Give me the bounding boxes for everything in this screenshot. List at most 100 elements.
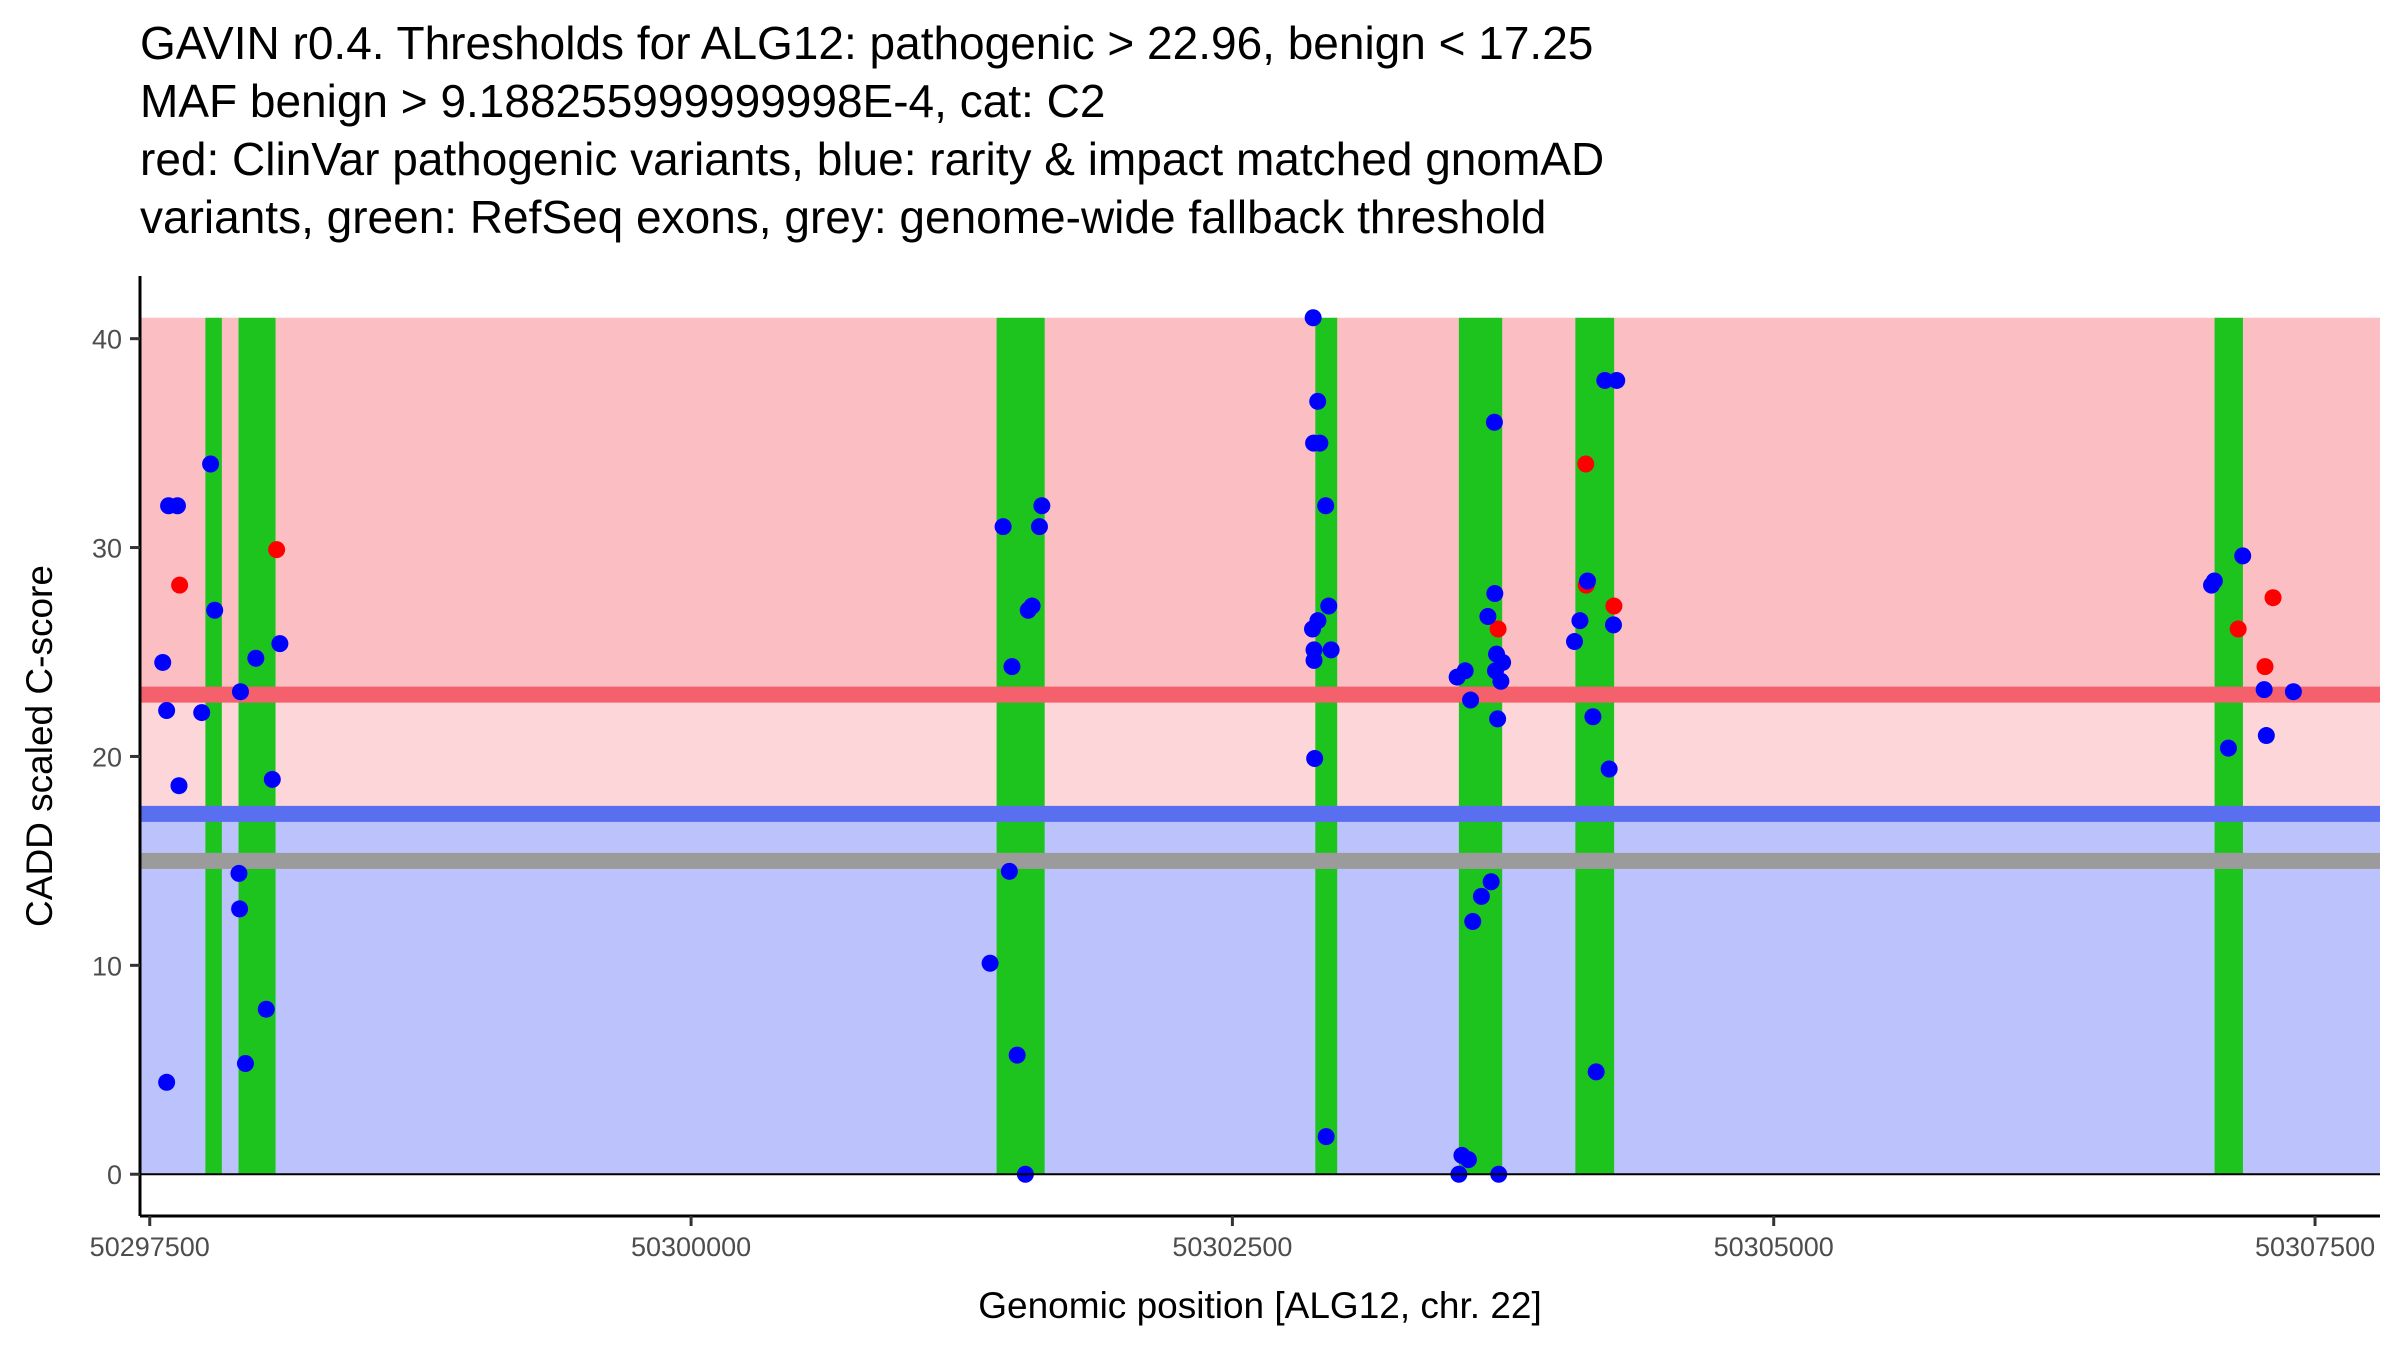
x-tick-label: 50297500 — [90, 1232, 210, 1262]
gnomad-variant-point — [2205, 572, 2223, 590]
clinvar-variant-point — [171, 576, 189, 594]
y-tick-label: 40 — [92, 325, 122, 355]
threshold-lines — [140, 686, 2380, 869]
gnomad-variant-point — [263, 770, 281, 788]
gnomad-variant-point — [1320, 597, 1338, 615]
gnomad-variant-point — [1304, 309, 1322, 327]
gnomad-variant-point — [202, 455, 220, 473]
gnomad-variant-point — [1317, 497, 1335, 515]
gnomad-variant-point — [1030, 518, 1048, 536]
gnomad-variant-point — [1033, 497, 1051, 515]
clinvar-variant-point — [1577, 455, 1595, 473]
gnomad-variant-point — [1579, 572, 1597, 590]
gnomad-variant-point — [1462, 691, 1480, 709]
y-axis-ticks: 0 10 20 30 40 — [92, 325, 140, 1190]
title-line-1: GAVIN r0.4. Thresholds for ALG12: pathog… — [140, 17, 1594, 69]
axes — [138, 276, 2380, 1218]
gnomad-variant-point — [1584, 708, 1602, 726]
gnomad-variant-point — [1309, 392, 1327, 410]
gnomad-variant-point — [158, 701, 176, 719]
gnomad-variant-point — [2255, 681, 2273, 699]
exon-bars — [205, 317, 2243, 1175]
gnomad-variant-point — [231, 900, 249, 918]
gnomad-variant-point — [2234, 547, 2252, 565]
gnomad-variant-point — [1464, 912, 1482, 930]
y-tick-label: 30 — [92, 534, 122, 564]
gnomad-variant-point — [1482, 873, 1500, 891]
x-tick-label: 50307500 — [2255, 1232, 2375, 1262]
threshold-zones — [140, 317, 2380, 1175]
exon-bar — [1315, 317, 1338, 1175]
gnomad-variant-point — [231, 683, 249, 701]
gnomad-variant-point — [2284, 683, 2302, 701]
exon-bar — [1458, 317, 1503, 1175]
gnomad-variant-point — [257, 1000, 275, 1018]
clinvar-variant-point — [1489, 620, 1507, 638]
gnomad-variant-point — [1494, 653, 1512, 671]
benign-zone — [140, 813, 2380, 1175]
exon-bar — [1575, 317, 1615, 1175]
title-line-4: variants, green: RefSeq exons, grey: gen… — [140, 191, 1547, 243]
gnomad-variant-point — [1571, 612, 1589, 630]
gnomad-variant-point — [1023, 597, 1041, 615]
gnomad-variant-point — [247, 649, 265, 667]
gnomad-variant-point — [1317, 1128, 1335, 1146]
gnomad-variant-point — [1459, 1151, 1477, 1169]
gnomad-variant-point — [271, 635, 289, 653]
gnomad-variant-point — [1000, 862, 1018, 880]
clinvar-variant-point — [2256, 658, 2274, 676]
gnomad-variant-point — [1596, 371, 1614, 389]
y-tick-label: 10 — [92, 951, 122, 981]
gnomad-variant-point — [1492, 672, 1510, 690]
gnomad-variant-point — [1309, 612, 1327, 630]
gnomad-variant-point — [193, 704, 211, 722]
gnomad-variant-point — [236, 1055, 254, 1073]
gnomad-variant-point — [1486, 585, 1504, 603]
gnomad-variant-point — [1600, 760, 1618, 778]
gnomad-variant-point — [1456, 662, 1474, 680]
gnomad-variant-point — [168, 497, 186, 515]
gnomad-variant-point — [158, 1073, 176, 1091]
exon-bar — [996, 317, 1045, 1175]
gnomad-variant-point — [1322, 641, 1340, 659]
gnomad-variant-point — [1305, 651, 1323, 669]
x-axis-title: Genomic position [ALG12, chr. 22] — [978, 1285, 1542, 1326]
clinvar-variant-point — [2229, 620, 2247, 638]
gnomad-variant-point — [1003, 658, 1021, 676]
x-tick-label: 50305000 — [1714, 1232, 1834, 1262]
gnomad-variant-point — [206, 601, 224, 619]
gnomad-variant-point — [981, 954, 999, 972]
gnomad-variant-point — [1008, 1046, 1026, 1064]
gnomad-variant-point — [170, 777, 188, 795]
uncertain-zone — [140, 694, 2380, 814]
gnomad-variant-point — [1485, 413, 1503, 431]
gnomad-variant-point — [2257, 727, 2275, 745]
variant-points — [154, 309, 2302, 1183]
y-tick-label: 20 — [92, 742, 122, 772]
exon-bar — [205, 317, 222, 1175]
clinvar-variant-point — [1605, 597, 1623, 615]
gnomad-variant-point — [1604, 616, 1622, 634]
x-tick-label: 50300000 — [631, 1232, 751, 1262]
x-axis-ticks: 50297500 50300000 50302500 50305000 50307500 — [90, 1216, 2375, 1262]
gnomad-variant-point — [1306, 750, 1324, 768]
pathogenic-zone — [140, 317, 2380, 695]
exon-bar — [238, 317, 276, 1175]
gnomad-variant-point — [1608, 371, 1626, 389]
gnomad-variant-point — [1587, 1063, 1605, 1081]
title-line-2: MAF benign > 9.188255999999998E-4, cat: … — [140, 75, 1106, 127]
gnomad-variant-point — [230, 864, 248, 882]
y-tick-label: 0 — [107, 1160, 122, 1190]
gnomad-variant-point — [994, 518, 1012, 536]
benign-threshold-line — [140, 805, 2380, 822]
gnomad-variant-point — [154, 653, 172, 671]
x-tick-label: 50302500 — [1172, 1232, 1292, 1262]
gnomad-variant-point — [1489, 710, 1507, 728]
pathogenic-threshold-line — [140, 686, 2380, 703]
gnomad-variant-point — [1566, 633, 1584, 651]
gnomad-variant-point — [1472, 887, 1490, 905]
gnomad-variant-point — [1479, 607, 1497, 625]
clinvar-variant-point — [2264, 589, 2282, 607]
title-line-3: red: ClinVar pathogenic variants, blue: … — [140, 133, 1605, 185]
